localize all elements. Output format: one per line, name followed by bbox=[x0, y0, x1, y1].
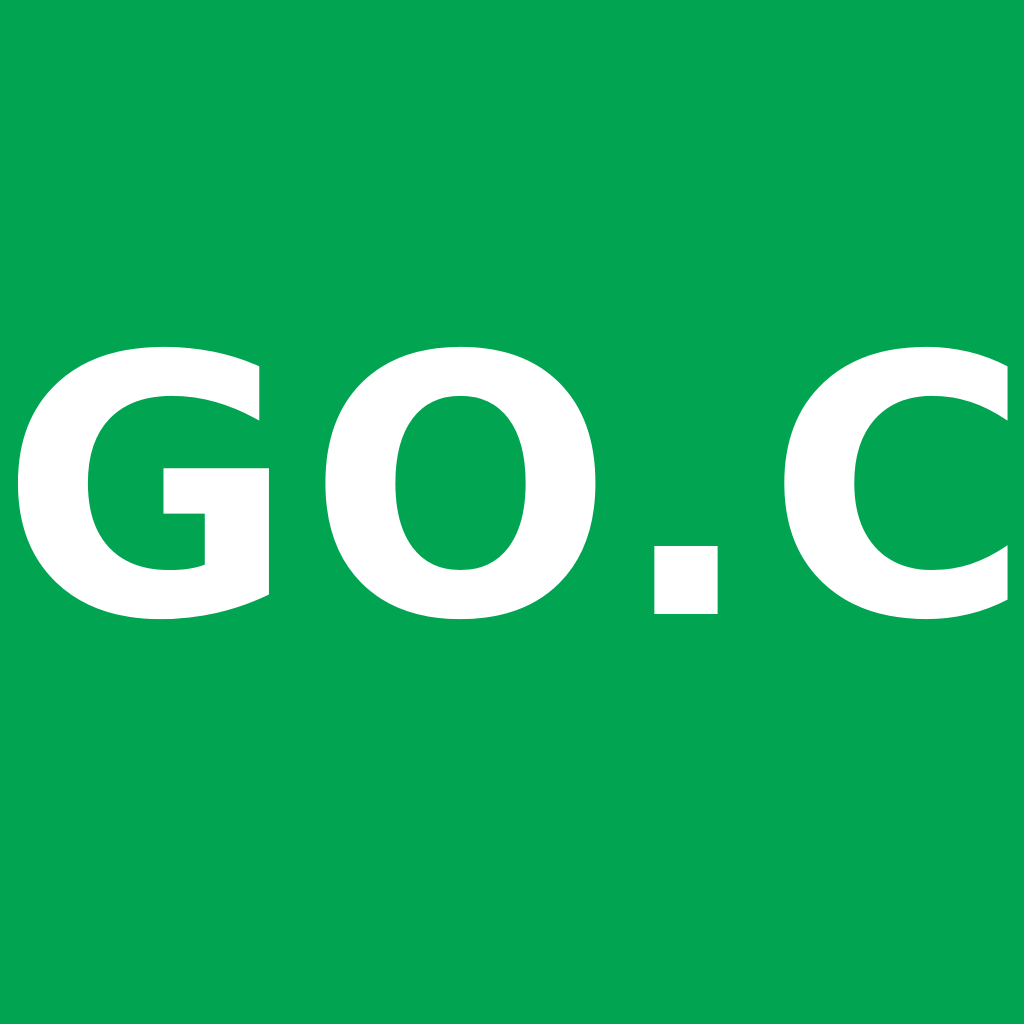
logo-text: GO.C bbox=[0, 280, 1024, 699]
